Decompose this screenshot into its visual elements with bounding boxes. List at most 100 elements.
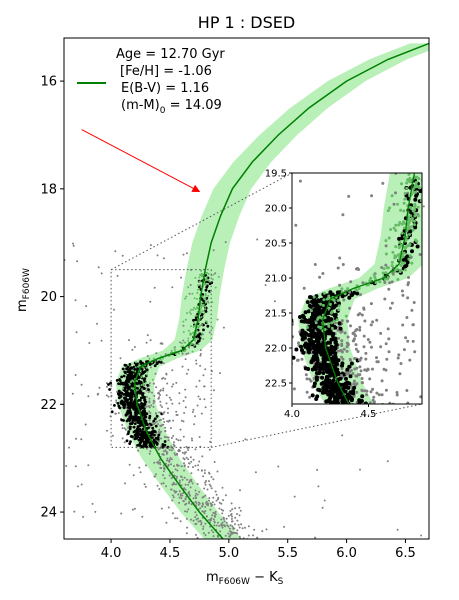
star-point xyxy=(100,272,103,275)
star-point xyxy=(422,205,425,208)
star-point xyxy=(116,402,120,405)
star-point xyxy=(237,542,239,544)
inset-star-point xyxy=(390,264,394,268)
star-point xyxy=(209,508,212,511)
star-point xyxy=(206,278,209,281)
star-point xyxy=(161,342,164,345)
star-point xyxy=(144,435,148,439)
inset-star-point xyxy=(299,344,303,349)
star-point xyxy=(221,521,224,524)
inset-star-point xyxy=(418,253,422,256)
star-point xyxy=(316,468,319,471)
star-point xyxy=(167,506,170,509)
inset-star-point xyxy=(296,358,300,362)
star-point xyxy=(169,351,172,354)
star-point xyxy=(171,494,174,497)
inset-star-point xyxy=(332,313,337,318)
star-point xyxy=(182,345,185,348)
inset-star-point xyxy=(344,376,348,381)
inset-star-point xyxy=(294,347,299,352)
star-point xyxy=(158,419,161,422)
inset-star-point xyxy=(400,182,403,186)
star-point xyxy=(120,399,124,403)
star-point xyxy=(126,365,130,369)
star-point xyxy=(139,369,142,372)
inset-star-point xyxy=(407,257,411,261)
inset-star-point xyxy=(330,387,334,392)
inset-star-point xyxy=(375,391,379,395)
star-point xyxy=(142,366,145,369)
star-point xyxy=(213,461,216,463)
star-point xyxy=(229,533,232,536)
star-point xyxy=(177,352,180,355)
star-point xyxy=(158,459,161,462)
star-point xyxy=(182,400,185,402)
star-point xyxy=(254,554,256,556)
inset-star-point xyxy=(306,333,311,338)
star-point xyxy=(229,524,232,527)
star-point xyxy=(149,339,152,342)
star-point xyxy=(174,468,177,471)
star-point xyxy=(128,409,132,412)
star-point xyxy=(222,326,225,329)
star-point xyxy=(193,322,195,324)
inset-star-point xyxy=(384,244,388,248)
star-point xyxy=(209,485,212,488)
star-point xyxy=(162,389,165,392)
inset-star-point xyxy=(360,313,364,317)
star-point xyxy=(178,490,181,493)
star-point xyxy=(165,521,168,524)
star-point xyxy=(181,494,184,497)
inset-star-point xyxy=(339,395,344,400)
star-point xyxy=(160,430,162,433)
star-point xyxy=(224,494,227,497)
star-point xyxy=(146,370,149,373)
inset-star-point xyxy=(409,206,413,210)
star-point xyxy=(236,513,238,515)
y-tick-label: 16 xyxy=(40,75,57,90)
inset-star-point xyxy=(355,267,358,271)
star-point xyxy=(153,286,156,289)
star-point xyxy=(152,357,155,360)
star-point xyxy=(150,432,154,436)
inset-star-point xyxy=(314,321,318,325)
y-axis-label: mF606W xyxy=(15,268,32,312)
star-point xyxy=(216,535,219,537)
inset-star-point xyxy=(289,320,292,323)
inset-star-point xyxy=(314,299,319,304)
inset-star-point xyxy=(306,309,311,314)
inset-star-point xyxy=(395,393,399,397)
star-point xyxy=(192,497,195,500)
star-point xyxy=(192,308,195,311)
inset-star-point xyxy=(326,407,329,410)
star-point xyxy=(177,464,180,467)
inset-star-point xyxy=(362,345,366,349)
star-point xyxy=(147,391,150,394)
inset-star-point xyxy=(345,372,349,376)
star-point xyxy=(132,417,135,420)
inset-star-point xyxy=(299,332,304,337)
star-point xyxy=(244,526,246,529)
star-point xyxy=(121,367,125,371)
star-point xyxy=(207,480,210,483)
inset-star-point xyxy=(301,350,306,355)
star-point xyxy=(149,300,152,303)
star-point xyxy=(131,348,134,351)
isochrone-line xyxy=(133,42,429,539)
star-point xyxy=(138,363,141,366)
star-point xyxy=(200,307,203,309)
inset-star-point xyxy=(379,406,382,409)
inset-star-point xyxy=(403,261,407,265)
star-point xyxy=(194,511,197,514)
inset-star-point xyxy=(382,367,386,371)
star-point xyxy=(239,548,241,550)
star-point xyxy=(109,381,112,385)
inset-star-point xyxy=(353,357,357,360)
star-point xyxy=(204,510,207,512)
star-point xyxy=(231,525,234,528)
inset-star-point xyxy=(300,357,304,361)
star-point xyxy=(212,478,215,481)
star-point xyxy=(211,501,214,504)
inset-star-point xyxy=(388,401,392,404)
star-point xyxy=(208,519,211,521)
